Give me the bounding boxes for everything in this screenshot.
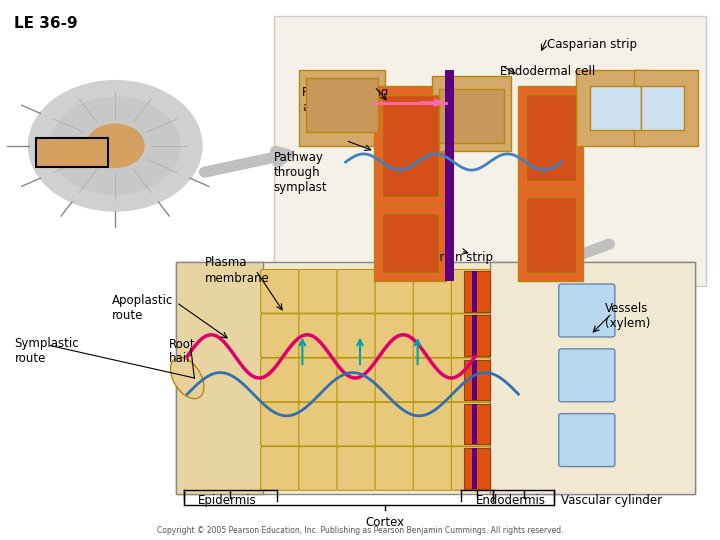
Bar <box>374 205 446 281</box>
Bar <box>299 70 385 146</box>
FancyBboxPatch shape <box>299 314 338 357</box>
Text: LE 36-9: LE 36-9 <box>14 16 78 31</box>
Text: Plasma
membrane: Plasma membrane <box>205 256 270 285</box>
FancyBboxPatch shape <box>413 358 452 402</box>
FancyBboxPatch shape <box>337 358 376 402</box>
FancyBboxPatch shape <box>337 447 376 490</box>
Bar <box>464 360 490 400</box>
FancyBboxPatch shape <box>176 262 263 494</box>
FancyBboxPatch shape <box>451 269 490 313</box>
FancyBboxPatch shape <box>299 402 338 446</box>
FancyBboxPatch shape <box>413 447 452 490</box>
Text: Copyright © 2005 Pearson Education, Inc. Publishing as Pearson Benjamin Cummings: Copyright © 2005 Pearson Education, Inc.… <box>157 525 563 535</box>
Bar <box>526 94 576 181</box>
FancyBboxPatch shape <box>261 358 300 402</box>
FancyBboxPatch shape <box>375 358 414 402</box>
FancyBboxPatch shape <box>559 284 615 337</box>
Text: Endodermal cell: Endodermal cell <box>500 65 595 78</box>
Bar <box>445 70 454 205</box>
Bar <box>576 70 648 146</box>
Bar <box>464 271 490 312</box>
FancyBboxPatch shape <box>261 314 300 357</box>
FancyBboxPatch shape <box>176 262 695 494</box>
Bar <box>432 76 511 151</box>
Bar <box>590 86 641 130</box>
Bar <box>472 448 477 489</box>
Bar <box>464 404 490 444</box>
FancyBboxPatch shape <box>337 269 376 313</box>
Text: Apoplastic
route: Apoplastic route <box>112 294 173 322</box>
Text: Epidermis: Epidermis <box>197 494 256 507</box>
FancyBboxPatch shape <box>451 314 490 357</box>
Circle shape <box>29 81 202 211</box>
FancyBboxPatch shape <box>36 138 108 167</box>
FancyBboxPatch shape <box>375 402 414 446</box>
Bar <box>472 315 477 356</box>
Text: Cortex: Cortex <box>366 516 405 529</box>
Circle shape <box>86 124 144 167</box>
Text: Vascular cylinder: Vascular cylinder <box>562 494 662 507</box>
Text: Pathway along
apoplast: Pathway along apoplast <box>302 86 389 114</box>
Bar <box>382 94 439 197</box>
FancyBboxPatch shape <box>261 402 300 446</box>
Bar <box>641 86 684 130</box>
FancyBboxPatch shape <box>451 358 490 402</box>
FancyBboxPatch shape <box>451 447 490 490</box>
FancyBboxPatch shape <box>337 314 376 357</box>
Bar <box>634 70 698 146</box>
FancyBboxPatch shape <box>559 349 615 402</box>
Bar <box>464 315 490 356</box>
Text: Endodermis: Endodermis <box>476 494 546 507</box>
FancyBboxPatch shape <box>299 269 338 313</box>
Bar <box>472 404 477 444</box>
FancyBboxPatch shape <box>490 262 695 494</box>
FancyBboxPatch shape <box>413 269 452 313</box>
Text: Symplastic
route: Symplastic route <box>14 338 79 366</box>
Circle shape <box>50 97 180 194</box>
FancyBboxPatch shape <box>413 314 452 357</box>
Bar <box>439 89 504 143</box>
FancyBboxPatch shape <box>299 447 338 490</box>
Bar <box>526 197 576 273</box>
Bar <box>306 78 378 132</box>
Bar <box>518 86 583 189</box>
FancyBboxPatch shape <box>375 447 414 490</box>
Bar <box>445 205 454 281</box>
Bar <box>382 213 439 273</box>
Text: Root
hair: Root hair <box>169 338 196 366</box>
FancyBboxPatch shape <box>375 314 414 357</box>
Text: Casparian strip: Casparian strip <box>403 251 493 264</box>
Text: Pathway
through
symplast: Pathway through symplast <box>274 151 327 194</box>
Bar <box>374 86 446 205</box>
Bar <box>472 360 477 400</box>
Bar <box>472 271 477 312</box>
FancyBboxPatch shape <box>451 402 490 446</box>
Bar <box>518 189 583 281</box>
FancyBboxPatch shape <box>261 269 300 313</box>
FancyBboxPatch shape <box>375 269 414 313</box>
FancyBboxPatch shape <box>261 447 300 490</box>
FancyBboxPatch shape <box>559 414 615 467</box>
Text: Casparian strip: Casparian strip <box>547 38 637 51</box>
FancyBboxPatch shape <box>274 16 706 286</box>
Text: Vessels
(xylem): Vessels (xylem) <box>605 302 650 330</box>
FancyBboxPatch shape <box>337 402 376 446</box>
Bar <box>464 448 490 489</box>
FancyBboxPatch shape <box>413 402 452 446</box>
FancyBboxPatch shape <box>299 358 338 402</box>
Ellipse shape <box>171 357 204 399</box>
